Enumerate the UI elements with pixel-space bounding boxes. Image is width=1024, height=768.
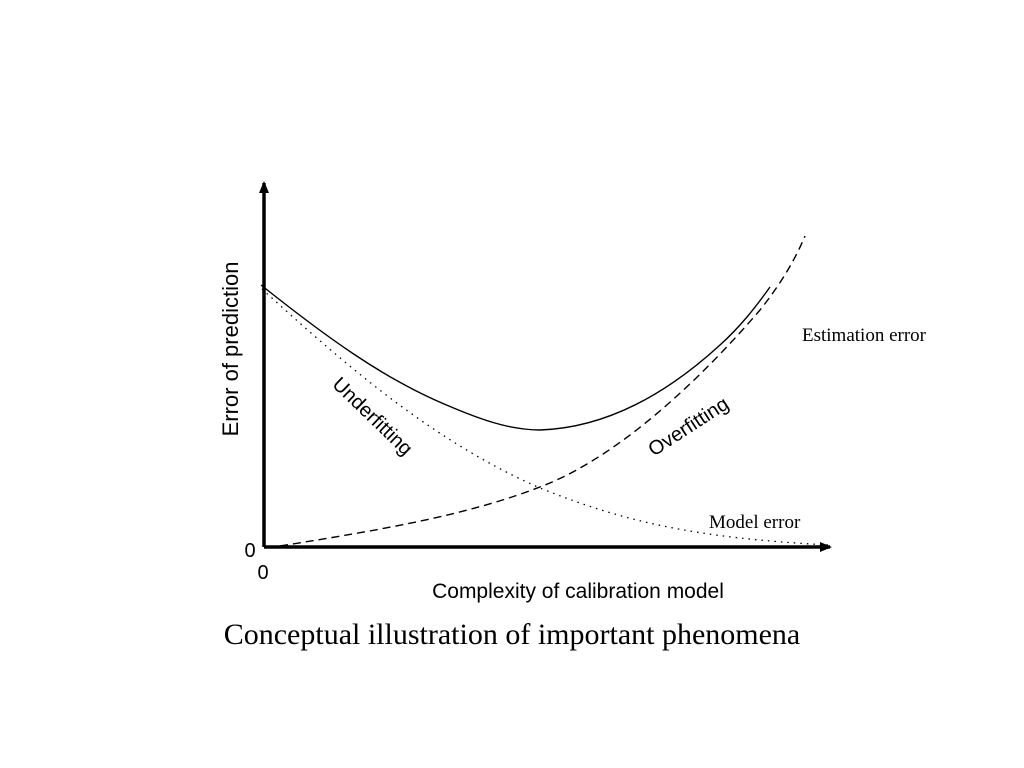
estimation-error-curve <box>279 235 806 547</box>
origin-y-label: 0 <box>244 540 255 562</box>
model-error-curve <box>261 288 831 546</box>
underfitting-label: Underfitting <box>328 373 417 460</box>
y-axis-label: Error of prediction <box>218 262 243 437</box>
overfitting-label: Overfitting <box>645 393 733 461</box>
total-error-curve <box>260 284 771 431</box>
estimation-error-label: Estimation error <box>802 325 927 346</box>
caption: Conceptual illustration of important phe… <box>223 618 801 651</box>
x-axis-label: Complexity of calibration model <box>432 580 724 603</box>
model-error-label: Model error <box>709 512 801 533</box>
origin-x-label: 0 <box>257 562 268 584</box>
